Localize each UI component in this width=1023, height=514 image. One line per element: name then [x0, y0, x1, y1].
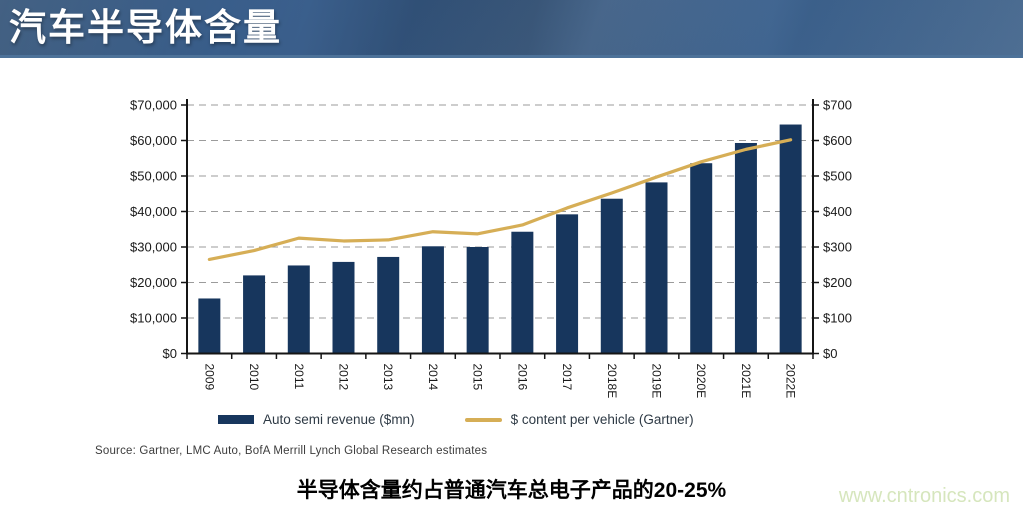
legend-item-bars: Auto semi revenue ($mn) [218, 412, 415, 427]
right-axis-tick-label: $700 [823, 98, 852, 113]
x-axis-label-2011: 2011 [292, 364, 306, 390]
left-axis-tick-label: $30,000 [130, 240, 177, 255]
bar-2015 [466, 247, 489, 354]
right-axis-tick-label: $400 [823, 204, 852, 219]
caption: 半导体含量约占普通汽车总电子产品的20-25% [296, 479, 727, 502]
x-axis-label-2010: 2010 [247, 364, 261, 391]
chart-legend: Auto semi revenue ($mn) $ content per ve… [218, 412, 694, 427]
bar-2013 [377, 256, 400, 354]
bar-2011 [287, 265, 310, 354]
bar-series-label: Auto semi revenue ($mn) [263, 412, 415, 427]
right-axis-tick-label: $100 [823, 311, 852, 326]
x-axis-label-2013: 2013 [381, 364, 395, 391]
x-axis-label-2019E: 2019E [650, 364, 664, 399]
watermark: www.cntronics.com [838, 485, 1010, 507]
left-axis-tick-label: $20,000 [130, 275, 177, 290]
x-axis-label-2018E: 2018E [605, 364, 619, 399]
right-axis-tick-label: $300 [823, 240, 852, 255]
x-axis-label-2022E: 2022E [784, 364, 798, 399]
right-axis-tick-label: $200 [823, 275, 852, 290]
bar-2020E [690, 163, 713, 354]
left-axis-tick-label: $60,000 [130, 133, 177, 148]
left-axis-tick-label: $50,000 [130, 169, 177, 184]
source-note: Source: Gartner, LMC Auto, BofA Merrill … [95, 445, 488, 457]
left-axis-tick-label: $40,000 [130, 204, 177, 219]
bar-series-swatch [218, 415, 254, 424]
bar-2017 [556, 214, 579, 354]
left-axis-tick-label: $70,000 [130, 98, 177, 113]
bar-2021E [734, 142, 757, 354]
x-axis-label-2020E: 2020E [694, 364, 708, 399]
left-axis-tick-label: $0 [163, 346, 177, 361]
right-axis-tick-label: $0 [823, 346, 837, 361]
x-axis-label-2016: 2016 [515, 364, 529, 391]
bar-2022E [779, 124, 802, 354]
content-per-vehicle-line [207, 138, 793, 262]
bar-2016 [511, 231, 534, 354]
bar-2018E [600, 198, 623, 354]
bar-2009 [198, 298, 221, 354]
line-series-label: $ content per vehicle (Gartner) [510, 412, 694, 427]
x-axis-label-2015: 2015 [471, 364, 485, 391]
bar-2012 [332, 261, 355, 354]
x-axis-label-2012: 2012 [337, 364, 351, 391]
right-axis-tick-label: $500 [823, 169, 852, 184]
bar-2019E [645, 182, 668, 354]
left-axis-tick-label: $10,000 [130, 311, 177, 326]
line-series-swatch [464, 417, 502, 422]
right-axis-tick-label: $600 [823, 133, 852, 148]
page-title: 汽车半导体含量 [9, 7, 282, 48]
x-axis-label-2014: 2014 [426, 364, 440, 391]
slide-header: 汽车半导体含量 [0, 0, 1023, 58]
legend-item-line: $ content per vehicle (Gartner) [464, 412, 694, 427]
bar-2010 [243, 275, 266, 354]
x-axis-label-2009: 2009 [202, 364, 216, 391]
x-axis-label-2021E: 2021E [739, 364, 753, 399]
bar-2014 [421, 246, 444, 354]
x-axis-label-2017: 2017 [560, 364, 574, 391]
